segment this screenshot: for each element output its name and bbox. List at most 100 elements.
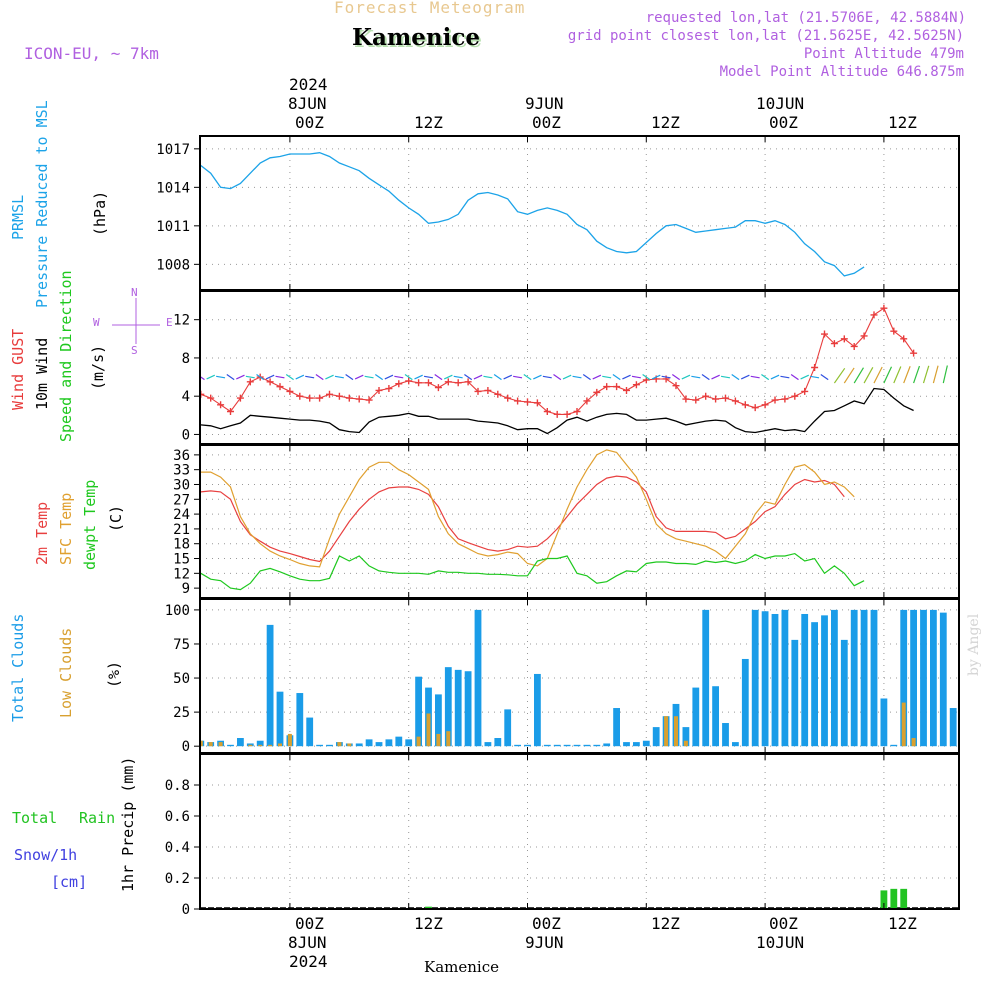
wind-arrow [833,367,846,384]
total-cloud-bar [692,687,700,747]
total-cloud-bar [722,723,729,747]
wind-arrow [553,373,562,381]
gust-marker [722,394,729,402]
wind-arrow [334,375,344,379]
gust-marker [246,378,254,386]
gust-marker [207,394,215,402]
total-cloud-bar [712,686,719,747]
y-tick-label: 0 [182,739,190,755]
wind-arrow [731,373,740,381]
total-cloud-bar [613,708,620,747]
gust-marker [425,379,432,387]
gust-marker [395,380,403,388]
wind-arrow [236,374,245,380]
total-cloud-bar [524,744,531,747]
chart-title: Forecast Meteogram [334,0,526,17]
gust-marker [276,383,284,391]
gust-marker [791,392,799,400]
top-date-8jun: 8JUN [288,94,327,113]
bottom-date-8jun: 8JUN [288,933,327,952]
y-tick-label: 21 [173,522,190,538]
gust-marker [821,330,828,338]
gust-marker [405,377,413,385]
total-cloud-bar [444,667,452,747]
gust-marker [326,390,333,398]
wind-arrow [295,374,305,380]
gust-marker [741,401,749,409]
low-cloud-bar [268,744,273,747]
y-tick-label: 75 [173,637,190,653]
compass-e: E [166,316,173,329]
gust-marker [702,392,710,400]
top-year-label: 2024 [289,75,328,94]
total-cloud-bar [593,744,601,747]
wind-arrow [913,365,921,384]
y-tick-label: 9 [182,581,190,597]
wind-arrow [453,375,463,379]
gust-marker [345,394,353,402]
rain-label-total: Total [12,809,58,827]
top-tick-label: 12Z [888,113,917,132]
y-tick-label: 50 [173,671,190,687]
gust-marker [227,407,234,415]
wind-arrow [464,373,473,381]
gust-marker [434,384,442,392]
gust-marker [464,378,472,386]
low-cloud-bar [287,733,292,747]
wind-arrow [513,375,523,379]
gust-marker [623,386,630,394]
wind-arrow [681,374,691,380]
gust-marker [880,304,888,312]
wind-arrow [256,373,265,381]
y-tick-label: 18 [173,537,190,553]
y-tick-label: 0.4 [165,840,190,856]
total-cloud-bar [375,742,383,747]
gust-marker [415,379,423,387]
wind-arrow [701,373,710,381]
total-cloud-bar [900,609,908,747]
low-cloud-bar [200,740,203,747]
wind-arrow [206,374,216,380]
gust-marker [543,407,551,415]
y-tick-label: 36 [173,448,190,464]
total-cloud-bar [474,609,482,747]
gust-marker [613,383,621,391]
gust-marker [563,410,571,418]
total-cloud-bar [266,624,274,747]
gust-marker [860,332,868,340]
compass-n: N [131,286,138,299]
wind-arrow [883,366,893,384]
total-cloud-bar [860,609,868,747]
point-altitude: Point Altitude 479m [803,46,964,62]
wind-arrow [800,374,810,380]
total-cloud-bar [751,609,759,747]
wind-arrow [942,365,948,384]
grid-lines [200,136,959,910]
wind-arrow [245,375,255,379]
total-cloud-bar [276,691,284,747]
gust-marker [890,327,898,335]
total-cloud-bar [405,739,413,747]
wind-arrow [325,374,334,380]
snow-unit-label: [cm] [51,873,88,891]
sfc-temp-line [200,449,855,568]
wind-arrow [661,375,671,379]
total-cloud-bar [573,744,581,747]
y-tick-label: 33 [173,463,190,479]
gust-marker [335,392,343,400]
gust-marker [801,387,809,395]
low-cloud-bar [347,743,352,747]
gust-marker [771,396,779,404]
low-cloud-bar [278,743,282,747]
total-cloud-bar [534,673,541,747]
wind-arrow [810,375,820,379]
gust-marker [672,382,680,390]
total-cloud-bar [781,609,789,747]
wind-arrow [423,375,434,379]
gust-marker [385,385,393,393]
total-cloud-bar [553,744,561,747]
gust-marker [316,394,324,402]
gust-marker [731,397,739,405]
total-cloud-bar [811,622,818,747]
panel-frame [199,135,960,291]
